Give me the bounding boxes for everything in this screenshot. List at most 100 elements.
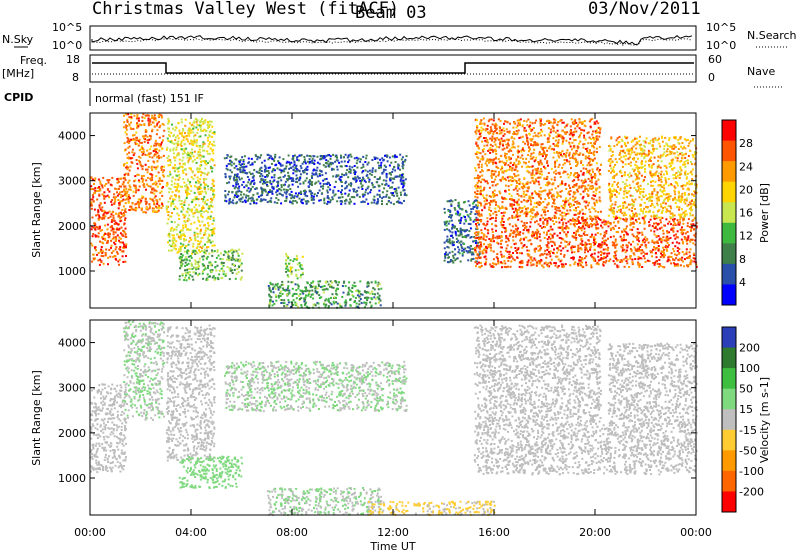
- echo-cell: [384, 183, 387, 186]
- echo-cell: [665, 218, 668, 221]
- echo-cell: [262, 178, 265, 181]
- echo-cell: [181, 185, 183, 188]
- echo-cell: [474, 250, 477, 253]
- echo-cell: [599, 258, 602, 261]
- echo-cell: [388, 156, 391, 159]
- echo-cell: [247, 181, 250, 184]
- echo-cell: [154, 139, 157, 142]
- echo-cell: [388, 164, 391, 167]
- echo-cell: [280, 164, 283, 167]
- echo-cell: [595, 221, 598, 224]
- echo-cell: [614, 251, 617, 254]
- echo-cell: [343, 174, 346, 177]
- echo-cell: [286, 293, 289, 296]
- echo-cell: [212, 159, 215, 162]
- echo-cell: [543, 262, 546, 265]
- echo-cell: [197, 191, 200, 194]
- echo-cell: [98, 186, 101, 188]
- echo-cell: [583, 227, 586, 230]
- echo-cell: [108, 210, 111, 213]
- echo-cell: [588, 239, 590, 242]
- echo-cell: [171, 198, 174, 201]
- echo-cell: [184, 214, 187, 217]
- echo-cell: [229, 162, 232, 165]
- echo-cell: [302, 170, 304, 172]
- echo-cell: [199, 119, 202, 122]
- echo-cell: [202, 198, 205, 201]
- echo-cell: [452, 256, 455, 259]
- echo-cell: [300, 167, 303, 170]
- echo-cell: [216, 249, 219, 252]
- echo-cell: [323, 285, 326, 287]
- echo-cell: [510, 169, 513, 172]
- echo-cell: [553, 243, 556, 246]
- echo-cell: [234, 259, 237, 262]
- echo-cell: [149, 148, 152, 151]
- echo-cell: [459, 220, 462, 223]
- echo-cell: [171, 190, 174, 193]
- echo-cell: [528, 253, 531, 256]
- echo-cell: [469, 248, 472, 251]
- echo-cell: [152, 150, 155, 153]
- echo-cell: [579, 193, 582, 196]
- echo-cell: [241, 183, 244, 186]
- echo-cell: [112, 250, 115, 253]
- echo-cell: [235, 191, 238, 194]
- echo-cell: [295, 297, 298, 300]
- echo-cell: [167, 249, 170, 252]
- echo-cell: [405, 155, 408, 158]
- echo-cell: [209, 141, 211, 144]
- echo-cell: [500, 261, 503, 264]
- echo-cell: [456, 228, 458, 230]
- echo-cell: [313, 173, 316, 176]
- echo-cell: [382, 179, 385, 182]
- echo-cell: [198, 135, 201, 138]
- echo-cell: [637, 218, 640, 220]
- echo-cell: [197, 261, 200, 264]
- echo-cell: [347, 161, 350, 164]
- echo-cell: [373, 176, 376, 178]
- echo-cell: [146, 135, 149, 138]
- echo-cell: [443, 259, 446, 262]
- echo-cell: [98, 204, 101, 207]
- echo-cell: [205, 192, 208, 195]
- echo-cell: [146, 149, 149, 152]
- echo-cell: [619, 235, 622, 238]
- nsearch-tick-low: 10^0: [706, 39, 736, 52]
- echo-cell: [158, 136, 161, 139]
- echo-cell: [176, 183, 179, 186]
- echo-cell: [196, 188, 199, 191]
- echo-cell: [402, 160, 404, 163]
- echo-cell: [471, 251, 474, 254]
- echo-cell: [459, 260, 462, 263]
- echo-cell: [185, 274, 187, 277]
- echo-cell: [265, 170, 268, 173]
- echo-cell: [507, 239, 510, 242]
- echo-cell: [332, 175, 335, 178]
- echo-cell: [165, 208, 168, 211]
- echo-cell: [401, 173, 403, 176]
- echo-cell: [577, 146, 580, 149]
- echo-cell: [367, 291, 370, 294]
- echo-cell: [302, 182, 305, 185]
- echo-cell: [676, 250, 679, 252]
- echo-cell: [117, 223, 120, 226]
- echo-cell: [629, 221, 632, 224]
- echo-cell: [505, 229, 508, 232]
- echo-cell: [211, 125, 214, 128]
- echo-cell: [188, 167, 191, 170]
- echo-cell: [458, 248, 461, 251]
- echo-cell: [215, 269, 218, 272]
- echo-cell: [337, 174, 340, 177]
- echo-cell: [371, 169, 374, 172]
- echo-cell: [373, 201, 376, 204]
- echo-cell: [339, 178, 342, 181]
- echo-cell: [128, 116, 131, 119]
- echo-cell: [308, 289, 311, 292]
- echo-cell: [295, 289, 298, 292]
- echo-cell: [181, 274, 184, 277]
- echo-cell: [166, 148, 168, 151]
- echo-cell: [188, 214, 191, 217]
- echo-cell: [489, 263, 492, 266]
- echo-cell: [360, 302, 363, 305]
